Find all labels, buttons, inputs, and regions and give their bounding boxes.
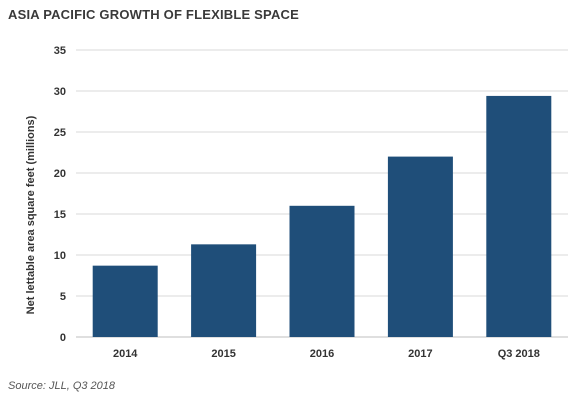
bar-2014 — [92, 265, 158, 337]
source-note: Source: JLL, Q3 2018 — [8, 380, 116, 392]
y-tick-label: 10 — [54, 250, 66, 262]
x-tick-label: 2017 — [408, 348, 432, 360]
y-axis-ticks: 0 5 10 15 20 25 30 35 — [54, 45, 66, 344]
y-tick-label: 5 — [60, 291, 66, 303]
y-tick-label: 25 — [54, 127, 66, 139]
bars — [92, 95, 552, 337]
y-tick-label: 15 — [54, 209, 66, 221]
y-tick-label: 30 — [54, 86, 66, 98]
x-tick-label: 2014 — [113, 348, 138, 360]
y-tick-label: 20 — [54, 168, 66, 180]
bar-2015 — [191, 244, 257, 337]
bar-2016 — [289, 205, 355, 337]
bar-q3-2018 — [486, 95, 552, 337]
bar-2017 — [387, 156, 453, 337]
x-tick-label: 2015 — [211, 348, 235, 360]
chart-title: ASIA PACIFIC GROWTH OF FLEXIBLE SPACE — [8, 7, 299, 22]
y-tick-label: 35 — [54, 45, 66, 57]
x-tick-label: Q3 2018 — [498, 348, 540, 360]
x-axis-ticks: 2014 2015 2016 2017 Q3 2018 — [113, 348, 540, 360]
y-axis-label: Net lettable area square feet (millions) — [25, 115, 37, 314]
y-tick-label: 0 — [60, 332, 66, 344]
x-tick-label: 2016 — [310, 348, 334, 360]
